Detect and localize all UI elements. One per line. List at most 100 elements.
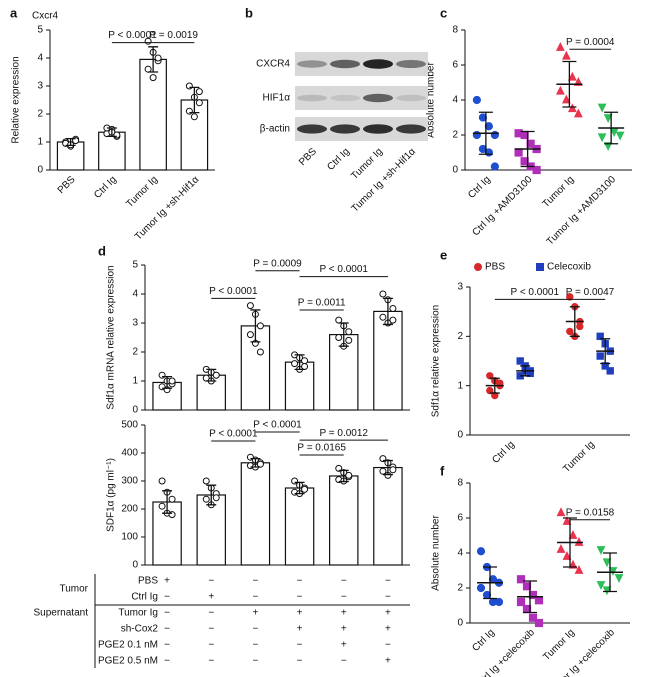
table-cell: − (208, 656, 214, 667)
point (246, 302, 254, 310)
point (345, 336, 353, 344)
y-tick-label: 4 (457, 548, 463, 559)
p-value: P = 0.0019 (150, 30, 199, 41)
table-cell: + (164, 576, 170, 587)
point (576, 322, 584, 331)
table-cell: − (164, 656, 170, 667)
point (555, 42, 565, 51)
point (168, 495, 176, 503)
y-axis-label: SDF1α (pg ml⁻¹) (106, 458, 117, 532)
blot-band (396, 124, 426, 134)
y-tick-label: 0 (457, 430, 463, 441)
point (603, 142, 613, 151)
table-cell: − (252, 656, 258, 667)
y-tick-label: 2 (132, 347, 138, 358)
point (568, 530, 578, 539)
error-bar (148, 46, 159, 73)
table-cell: − (385, 592, 391, 603)
panel-letter: e (440, 247, 447, 262)
table-row-label: PBS (138, 576, 158, 587)
y-tick-label: 0 (452, 165, 458, 176)
point (195, 99, 203, 107)
y-tick-label: 2 (457, 331, 463, 342)
y-tick-label: 4 (37, 53, 43, 64)
blot-lane-label: PBS (297, 146, 319, 168)
table-cell: − (252, 592, 258, 603)
point (490, 162, 499, 171)
point (536, 263, 544, 271)
table-cell: + (385, 656, 391, 667)
error-bar (523, 580, 537, 614)
p-value: P < 0.0001 (253, 420, 302, 431)
y-tick-label: 200 (121, 504, 138, 515)
error-bar (569, 306, 580, 337)
error-bar (489, 377, 500, 394)
blot-band (297, 124, 327, 134)
blot-band (297, 94, 327, 102)
point (185, 107, 193, 115)
error-bar (65, 137, 76, 147)
table-cell: − (208, 640, 214, 651)
point (474, 263, 482, 271)
point (532, 165, 541, 175)
legend-label: PBS (485, 262, 505, 273)
table-cell: + (297, 624, 303, 635)
table-cell: − (164, 624, 170, 635)
table-cell: + (341, 608, 347, 619)
x-tick-label: Tumor Ig (561, 439, 597, 475)
table-cell: − (297, 656, 303, 667)
point (596, 352, 604, 360)
point (472, 130, 481, 140)
bar (284, 487, 315, 566)
point (561, 50, 571, 60)
y-tick-label: 3 (132, 318, 138, 329)
point (168, 377, 176, 385)
table-cell: + (385, 624, 391, 635)
point (597, 103, 607, 113)
y-tick-label: 1 (132, 376, 138, 387)
point (603, 114, 613, 123)
x-tick-label: Ctrl Ig (490, 439, 517, 466)
point (516, 597, 526, 607)
point (113, 131, 121, 139)
point (345, 328, 353, 336)
error-bar (189, 86, 200, 114)
blot-band (363, 93, 393, 103)
point (472, 95, 481, 105)
point (514, 148, 523, 157)
table-cell: − (297, 576, 303, 587)
point (486, 386, 494, 395)
y-tick-label: 100 (121, 532, 138, 543)
y-tick-label: 0 (132, 405, 138, 416)
table-cell: + (385, 608, 391, 619)
point (596, 332, 604, 341)
y-tick-label: 1 (37, 137, 43, 148)
y-axis-label: Sdf1α mRNA relative expression (106, 265, 117, 409)
table-cell: − (164, 640, 170, 651)
p-value: P = 0.0011 (298, 298, 346, 309)
table-cell: − (208, 576, 214, 587)
point (476, 547, 486, 556)
point (561, 94, 571, 104)
point (212, 371, 220, 379)
x-tick-label: Tumor Ig (541, 174, 577, 210)
error-bar (338, 322, 349, 347)
table-group: Tumor (59, 584, 88, 595)
blot-band (396, 94, 426, 102)
point (345, 471, 353, 479)
y-tick-label: 0 (132, 560, 138, 571)
error-bar (162, 376, 173, 389)
error-bar (338, 469, 349, 483)
y-tick-label: 500 (121, 420, 138, 431)
panel-letter: c (440, 5, 447, 20)
error-bar (206, 368, 217, 382)
table-cell: − (385, 640, 391, 651)
blot-row-label: β-actin (260, 124, 290, 135)
point (256, 348, 264, 356)
table-cell: − (164, 592, 170, 603)
table-cell: − (385, 576, 391, 587)
table-cell: − (252, 576, 258, 587)
blot-row-label: HIF1α (263, 93, 291, 104)
blot-band (330, 124, 360, 134)
